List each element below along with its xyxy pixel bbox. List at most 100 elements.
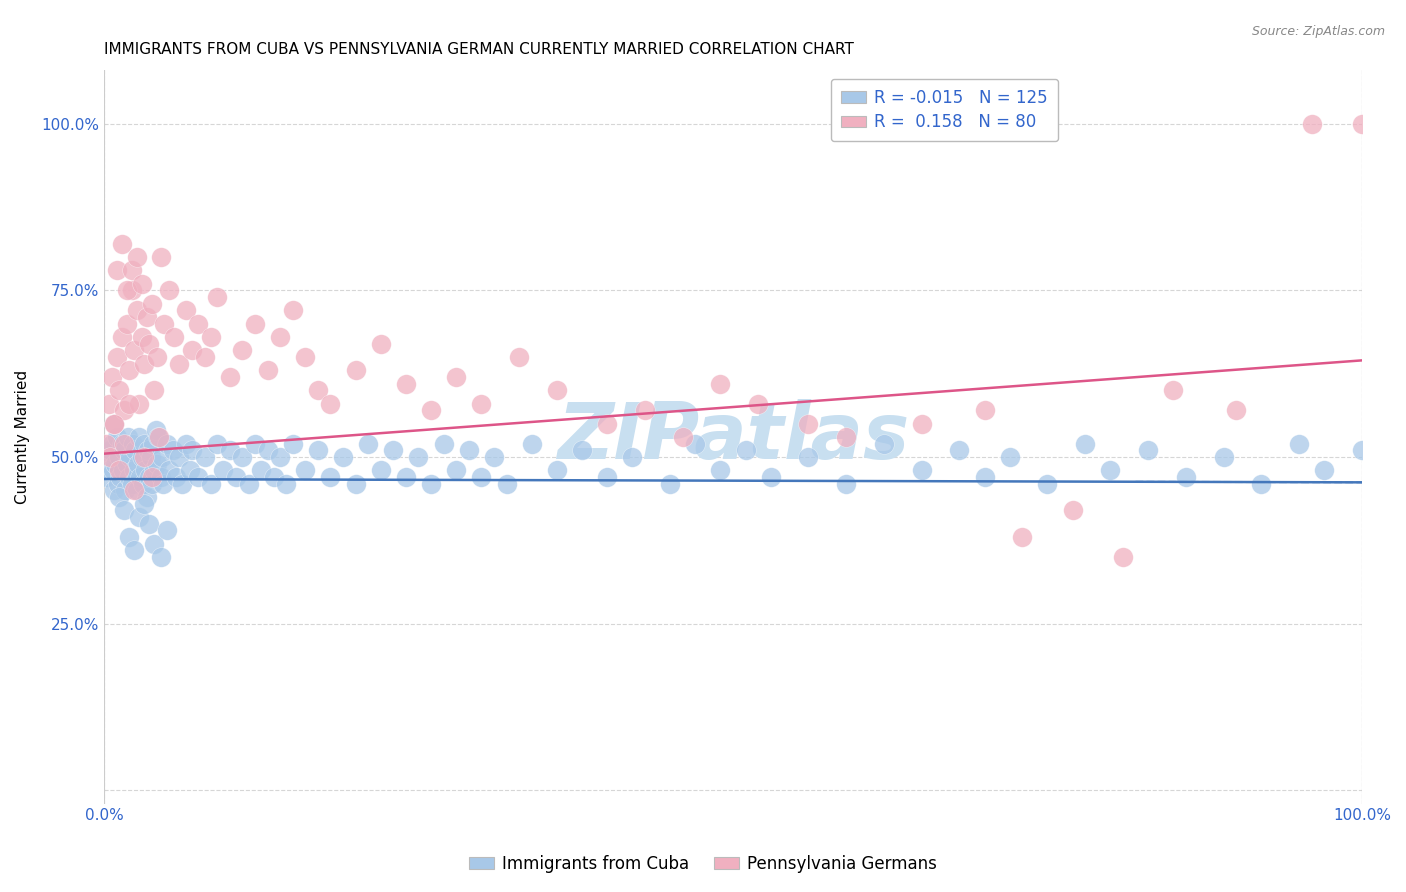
Point [218,370,240,384]
Point [181,443,204,458]
Point [276,476,298,491]
Point [128,510,150,524]
Point [495,476,517,491]
Point [370,463,392,477]
Point [146,350,169,364]
Point [104,457,127,471]
Point [146,430,169,444]
Point [243,436,266,450]
Point [108,450,131,464]
Text: IMMIGRANTS FROM CUBA VS PENNSYLVANIA GERMAN CURRENTLY MARRIED CORRELATION CHART: IMMIGRANTS FROM CUBA VS PENNSYLVANIA GER… [104,42,853,57]
Point [281,436,304,450]
Point [128,430,150,444]
Point [121,284,143,298]
Point [231,343,253,358]
Point [135,490,157,504]
Point [835,430,858,444]
Point [269,450,291,464]
Point [243,317,266,331]
Point [683,436,706,450]
Point [125,483,148,498]
Point [118,530,141,544]
Point [1011,530,1033,544]
Point [141,470,163,484]
Point [395,470,418,484]
Point [165,470,187,484]
Point [120,450,142,464]
Point [157,284,180,298]
Point [122,436,145,450]
Point [546,384,568,398]
Point [108,490,131,504]
Point [131,277,153,291]
Point [1225,403,1247,417]
Point [596,417,619,431]
Point [105,350,128,364]
Point [100,370,122,384]
Point [127,457,149,471]
Point [115,317,138,331]
Point [1062,503,1084,517]
Point [150,450,173,464]
Point [98,397,121,411]
Point [231,450,253,464]
Point [1301,117,1323,131]
Point [143,384,166,398]
Y-axis label: Currently Married: Currently Married [15,370,30,504]
Point [122,483,145,498]
Point [382,443,405,458]
Point [911,417,934,431]
Point [117,430,139,444]
Point [118,363,141,377]
Point [1112,549,1135,564]
Point [115,457,138,471]
Point [256,443,278,458]
Point [225,470,247,484]
Point [174,303,197,318]
Point [470,397,492,411]
Point [169,450,191,464]
Point [470,470,492,484]
Point [143,463,166,477]
Point [131,450,153,464]
Point [101,463,124,477]
Point [571,443,593,458]
Point [911,463,934,477]
Point [256,363,278,377]
Point [194,350,217,364]
Point [122,543,145,558]
Point [129,470,152,484]
Point [294,350,316,364]
Point [97,450,120,464]
Point [250,463,273,477]
Point [145,423,167,437]
Text: Source: ZipAtlas.com: Source: ZipAtlas.com [1251,25,1385,38]
Point [153,317,176,331]
Point [1161,384,1184,398]
Point [163,330,186,344]
Point [105,430,128,444]
Point [118,397,141,411]
Point [181,343,204,358]
Point [187,317,209,331]
Point [747,397,769,411]
Point [96,436,118,450]
Point [98,450,121,464]
Point [205,436,228,450]
Point [124,443,146,458]
Point [218,443,240,458]
Point [134,497,156,511]
Point [1288,436,1310,450]
Point [797,450,820,464]
Point [139,450,162,464]
Point [128,397,150,411]
Point [212,463,235,477]
Point [634,403,657,417]
Point [187,470,209,484]
Point [152,476,174,491]
Point [112,443,135,458]
Point [136,443,159,458]
Point [420,403,443,417]
Point [122,343,145,358]
Point [114,483,136,498]
